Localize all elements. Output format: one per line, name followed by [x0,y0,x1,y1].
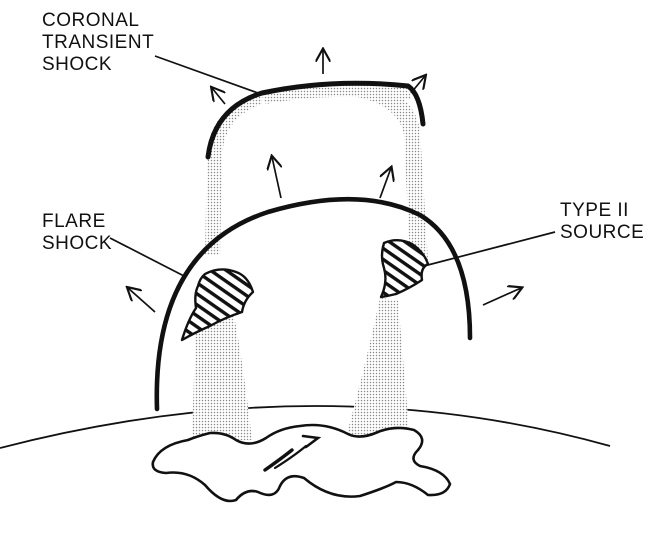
label-line: SOURCE [560,222,645,243]
type-ii-source-left [180,268,255,342]
arrow-left-icon [128,288,156,313]
label-line: SHOCK [42,233,113,254]
expansion-arrows [128,50,521,313]
label-line: CORONAL [42,10,140,31]
arrow-up-icon [272,157,281,199]
label-flare-shock: FLARE SHOCK [42,211,112,255]
arrow-right-icon [482,288,521,306]
solar-surface-limb [0,405,611,449]
flare-region [151,423,452,503]
label-line: TYPE II [560,200,629,221]
stippled-plasma-regions [192,82,428,440]
label-coronal-transient-shock: CORONAL TRANSIENT SHOCK [42,10,154,76]
flare-internal-arrow [263,434,322,472]
flare-shock-arc [154,196,473,412]
arrow-upleft-icon [212,88,226,105]
type-ii-source-right [379,239,430,299]
arrow-up-icon [379,168,391,199]
coronal-transient-shock-curve [205,80,426,160]
arrow-upright-icon [410,76,425,94]
label-type-ii-source: TYPE II SOURCE [560,200,644,244]
label-line: SHOCK [42,54,113,75]
label-line: TRANSIENT [42,32,155,53]
leader-lines [109,55,556,277]
label-line: FLARE [42,211,106,232]
